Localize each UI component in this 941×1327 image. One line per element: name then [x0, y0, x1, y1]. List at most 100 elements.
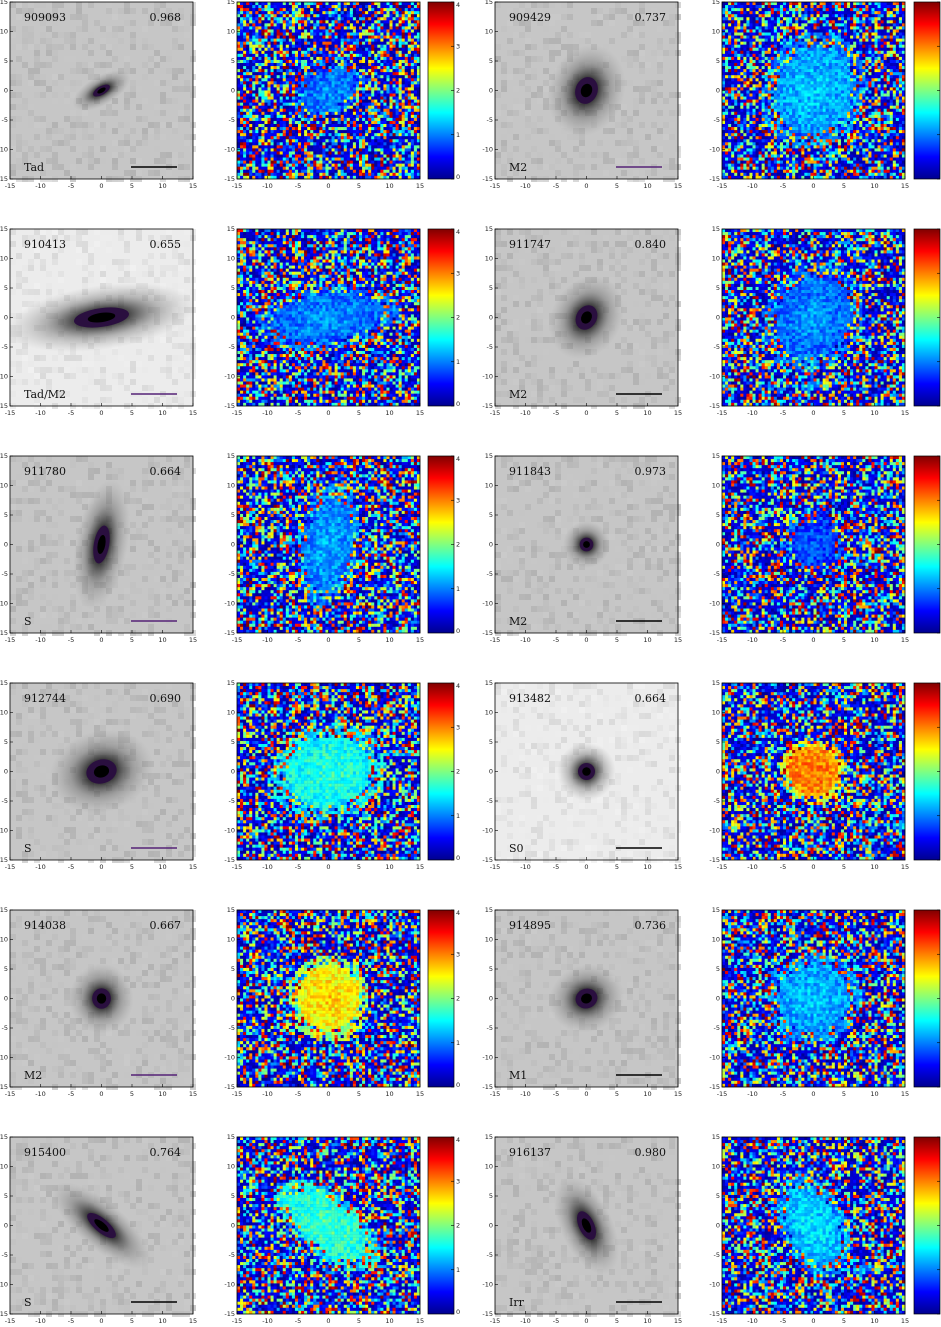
y-tick-label: 5 — [716, 738, 720, 746]
color-map-panel — [722, 229, 905, 406]
y-tick-label: -10 — [0, 827, 8, 835]
x-tick-label: 5 — [130, 409, 134, 417]
y-tick-label: 5 — [716, 511, 720, 519]
y-tick-label: -15 — [224, 175, 235, 183]
x-tick-label: 10 — [643, 636, 651, 644]
y-tick-label: 15 — [485, 225, 493, 233]
y-tick-label: 5 — [231, 1192, 235, 1200]
x-tick-label: 0 — [99, 1317, 103, 1325]
x-tick-label: -10 — [262, 182, 273, 190]
x-tick-label: 0 — [326, 409, 330, 417]
y-tick-label: -15 — [482, 1083, 493, 1091]
y-tick-label: -10 — [709, 600, 720, 608]
x-tick-label: 5 — [130, 1317, 134, 1325]
morphology-label: M2 — [24, 1069, 42, 1082]
y-tick-label: -5 — [2, 1251, 8, 1259]
y-tick-label: -15 — [482, 629, 493, 637]
x-tick-label: -5 — [780, 1090, 786, 1098]
y-tick-label: -5 — [2, 1024, 8, 1032]
y-tick-label: 0 — [716, 87, 720, 95]
galaxy-id: 909093 — [24, 11, 66, 24]
morphology-label: Tad/M2 — [24, 388, 66, 401]
y-tick-label: -5 — [487, 1024, 493, 1032]
redshift-label: 0.973 — [635, 465, 667, 478]
colorbar-tick-label: 2 — [456, 541, 460, 549]
morphology-label: S — [24, 615, 32, 628]
x-tick-label: 15 — [901, 409, 909, 417]
y-tick-label: -10 — [0, 1281, 8, 1289]
colorbar-tick-label: 2 — [456, 768, 460, 776]
x-tick-label: -5 — [553, 409, 559, 417]
colorbar-tick-label: 3 — [456, 950, 460, 958]
galaxy-id: 912744 — [24, 692, 66, 705]
y-tick-label: 15 — [485, 0, 493, 6]
x-tick-label: -5 — [68, 863, 74, 871]
y-tick-label: -15 — [709, 856, 720, 864]
colorbar-tick-label: 0 — [456, 627, 460, 635]
y-tick-label: 10 — [0, 1163, 8, 1171]
x-tick-label: -5 — [295, 182, 301, 190]
y-tick-label: 10 — [227, 709, 235, 717]
x-tick-label: 15 — [674, 409, 682, 417]
y-tick-label: 0 — [489, 541, 493, 549]
y-tick-label: 15 — [0, 225, 8, 233]
x-tick-label: 0 — [811, 182, 815, 190]
x-tick-label: 5 — [130, 636, 134, 644]
x-tick-label: 10 — [870, 1090, 878, 1098]
y-tick-label: 0 — [4, 541, 8, 549]
x-tick-label: -5 — [780, 1317, 786, 1325]
x-tick-label: 0 — [811, 636, 815, 644]
y-tick-label: 0 — [231, 541, 235, 549]
x-tick-label: 15 — [189, 1317, 197, 1325]
y-tick-label: -5 — [714, 797, 720, 805]
x-tick-label: 15 — [901, 863, 909, 871]
morphology-label: M2 — [509, 161, 527, 174]
y-tick-label: -5 — [714, 116, 720, 124]
y-tick-label: 15 — [712, 906, 720, 914]
y-tick-label: 0 — [716, 995, 720, 1003]
y-tick-label: -15 — [709, 629, 720, 637]
x-tick-label: -10 — [747, 182, 758, 190]
colorbar-tick-label: 3 — [456, 269, 460, 277]
y-tick-label: -10 — [0, 373, 8, 381]
x-tick-label: 0 — [584, 863, 588, 871]
y-tick-label: 0 — [231, 995, 235, 1003]
y-tick-label: -15 — [0, 1083, 8, 1091]
y-tick-label: 10 — [0, 255, 8, 263]
redshift-label: 0.667 — [150, 919, 182, 932]
x-tick-label: -10 — [35, 863, 46, 871]
color-map-panel — [237, 1137, 420, 1314]
y-tick-label: -10 — [482, 1054, 493, 1062]
x-tick-label: 5 — [615, 636, 619, 644]
x-tick-label: -5 — [295, 863, 301, 871]
y-tick-label: 10 — [485, 1163, 493, 1171]
x-tick-label: -5 — [295, 409, 301, 417]
y-tick-label: 15 — [712, 679, 720, 687]
x-tick-label: 5 — [357, 636, 361, 644]
color-map-panel — [722, 456, 905, 633]
y-tick-label: 0 — [4, 314, 8, 322]
x-tick-label: -10 — [520, 863, 531, 871]
x-tick-label: -10 — [520, 1317, 531, 1325]
y-tick-label: -10 — [0, 600, 8, 608]
y-tick-label: 0 — [231, 87, 235, 95]
colorbar-tick-label: 4 — [456, 455, 460, 463]
y-tick-label: 5 — [231, 511, 235, 519]
x-tick-label: 0 — [99, 1090, 103, 1098]
x-tick-label: 0 — [811, 409, 815, 417]
y-tick-label: -10 — [0, 1054, 8, 1062]
x-tick-label: -10 — [520, 636, 531, 644]
y-tick-label: -5 — [487, 570, 493, 578]
colorbar-tick-label: 4 — [456, 1, 460, 9]
y-tick-label: -15 — [224, 629, 235, 637]
galaxy-id: 913482 — [509, 692, 551, 705]
x-tick-label: -10 — [262, 409, 273, 417]
x-tick-label: 15 — [901, 182, 909, 190]
colorbar-tick-label: 4 — [456, 909, 460, 917]
